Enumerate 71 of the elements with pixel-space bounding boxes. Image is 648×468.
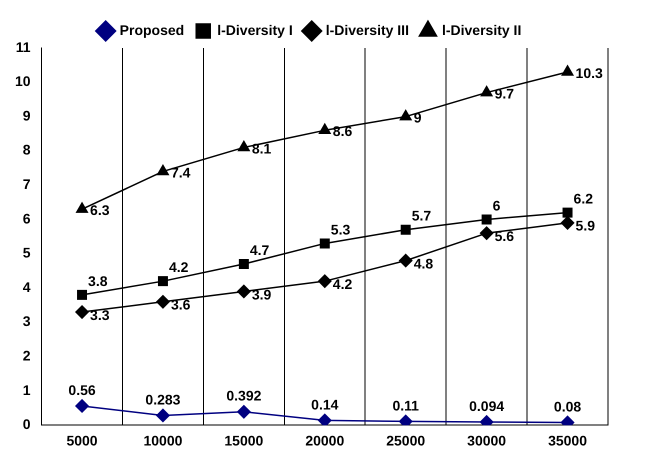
point <box>480 226 494 240</box>
data-label: 6.3 <box>90 202 110 218</box>
legend-label: Proposed <box>120 22 184 38</box>
data-label: 4.8 <box>414 255 434 272</box>
point <box>76 202 88 213</box>
point <box>482 214 492 224</box>
data-label: 10.3 <box>576 64 604 81</box>
point <box>318 414 332 426</box>
data-label: 3.6 <box>170 296 191 313</box>
data-label: 0.11 <box>392 397 420 414</box>
x-tick-label: 5000 <box>66 432 98 448</box>
data-label: 0.08 <box>554 398 582 414</box>
data-label: 4.2 <box>168 259 189 276</box>
point <box>238 259 249 270</box>
y-tick-label: 1 <box>22 382 31 398</box>
data-label: 5.7 <box>412 208 432 224</box>
data-label: 3.9 <box>252 286 272 302</box>
point <box>156 408 170 422</box>
y-tick-label: 6 <box>22 210 31 226</box>
y-tick-label: 9 <box>22 107 31 124</box>
x-tick-label: 15000 <box>224 432 264 448</box>
point <box>318 124 331 134</box>
point <box>75 399 89 413</box>
point <box>156 295 170 309</box>
y-tick-label: 8 <box>22 142 31 158</box>
point <box>398 254 412 268</box>
x-tick-label: 10000 <box>143 432 183 448</box>
y-tick-label: 2 <box>22 347 31 364</box>
y-tick-label: 3 <box>22 313 31 330</box>
data-label: 0.094 <box>469 398 504 414</box>
data-label: 3.8 <box>88 272 108 289</box>
data-label: 5.9 <box>576 218 596 234</box>
point <box>400 224 411 235</box>
x-tick-label: 20000 <box>305 432 344 448</box>
data-label: 5.3 <box>330 221 350 238</box>
data-label: 4.7 <box>250 242 270 258</box>
point <box>157 164 169 176</box>
legend-label: l-Diversity II <box>442 22 522 38</box>
point <box>562 208 573 218</box>
data-label: 0.56 <box>68 382 96 398</box>
y-tick-label: 7 <box>22 176 31 192</box>
point <box>318 274 332 288</box>
data-label: 0.14 <box>311 396 339 412</box>
y-tick-label: 5 <box>22 244 31 261</box>
legend-label: l-Diversity I <box>217 22 293 38</box>
point <box>75 305 89 319</box>
point <box>400 110 412 120</box>
point <box>158 276 168 286</box>
y-tick-label: 0 <box>22 416 31 432</box>
data-label: 3.3 <box>90 306 110 323</box>
point <box>562 65 574 76</box>
point <box>237 405 251 419</box>
y-tick-label: 11 <box>16 38 31 55</box>
data-label: 0.283 <box>145 391 181 408</box>
point <box>237 284 251 298</box>
y-tick-label: 10 <box>14 73 31 90</box>
x-tick-label: 30000 <box>467 432 506 448</box>
point <box>320 238 330 248</box>
y-tick-label: 4 <box>22 278 31 295</box>
data-label: 6 <box>492 197 501 214</box>
point <box>560 216 574 230</box>
data-label: 7.4 <box>170 164 191 180</box>
point <box>77 290 88 300</box>
data-label: 4.2 <box>332 276 352 292</box>
legend-label: l-Diversity III <box>326 22 409 38</box>
data-label: 6.2 <box>574 190 594 206</box>
data-label: 0.392 <box>226 388 262 404</box>
x-tick-label: 25000 <box>386 432 426 448</box>
point <box>480 86 493 96</box>
point <box>238 140 250 152</box>
x-tick-label: 35000 <box>548 432 588 448</box>
